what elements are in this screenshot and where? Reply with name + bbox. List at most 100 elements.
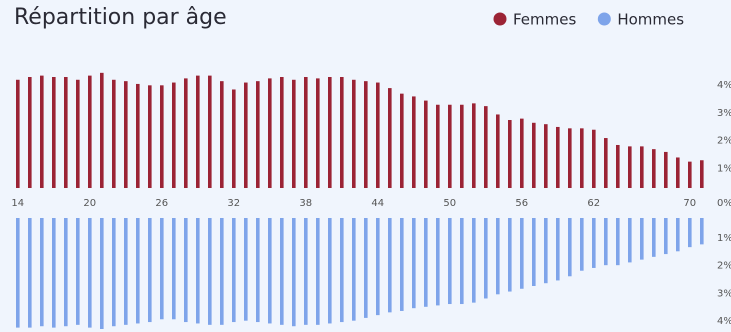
bar [604,138,608,188]
bar [316,218,320,325]
bar [376,218,380,316]
bar [52,218,56,328]
bar [208,75,212,188]
bar [112,79,116,188]
bar [316,78,320,188]
bar [688,161,692,188]
bar [40,75,44,188]
bar [16,79,20,188]
bar [172,218,176,320]
y-tick-label: 3% [717,288,731,299]
bar [400,218,404,311]
bar [580,128,584,188]
bar [616,218,620,266]
bar [448,104,452,188]
legend-swatch [493,12,507,26]
bar [208,218,212,325]
bar [184,78,188,188]
bar [592,129,596,188]
bar [364,218,368,318]
bar [544,124,548,188]
bar [100,218,104,329]
bar [640,218,644,260]
bar [472,103,476,188]
bar [508,120,512,188]
bar [16,218,20,328]
bar [280,77,284,188]
bar [436,218,440,306]
bar [436,104,440,188]
bar [412,96,416,188]
y-tick-label: 0% [717,198,731,209]
bar [64,77,68,188]
x-tick-label: 38 [299,198,312,209]
bar [124,81,128,188]
bar [412,218,416,309]
bar [136,218,140,324]
x-tick-label: 20 [83,198,96,209]
bar [76,218,80,325]
bar [268,78,272,188]
bar [376,82,380,188]
y-tick-label: 4% [717,80,731,91]
bar [148,218,152,323]
x-tick-label: 62 [587,198,600,209]
bar [328,77,332,188]
bar [232,89,236,188]
y-tick-label: 1% [717,163,731,174]
bar [508,218,512,292]
bar [652,218,656,257]
bar [304,218,308,325]
bar [340,218,344,323]
bar [580,218,584,271]
bar [448,218,452,305]
bar [520,118,524,188]
bar [532,218,536,286]
bar [676,157,680,188]
bar [280,218,284,325]
bar [244,218,248,321]
bar [88,218,92,328]
bar [148,85,152,188]
bar [664,151,668,188]
bar [28,77,32,188]
bar [424,218,428,307]
bar [220,218,224,325]
bar [196,218,200,324]
bar [40,218,44,327]
bar [652,149,656,188]
bar [484,218,488,299]
bar [664,218,668,255]
bar [124,218,128,325]
bar [484,106,488,188]
bar [544,218,548,284]
bar [340,77,344,188]
y-tick-label: 3% [717,108,731,119]
legend-label: Femmes [513,11,576,29]
bar [100,72,104,188]
bar [244,82,248,188]
bar [556,218,560,281]
bar [304,77,308,188]
bar [364,81,368,188]
bar [172,82,176,188]
bar [292,79,296,188]
bar [268,218,272,324]
bar [592,218,596,268]
bar [676,218,680,252]
y-tick-label: 2% [717,136,731,147]
bar [628,146,632,188]
bar [532,122,536,188]
bar [388,218,392,313]
bar [352,218,356,321]
legend-label: Hommes [617,11,684,29]
bar [628,218,632,263]
bar [220,81,224,188]
bar [232,218,236,323]
bar [520,218,524,289]
bar [460,104,464,188]
x-tick-label: 44 [371,198,384,209]
x-tick-label: 26 [155,198,168,209]
bar [52,77,56,188]
